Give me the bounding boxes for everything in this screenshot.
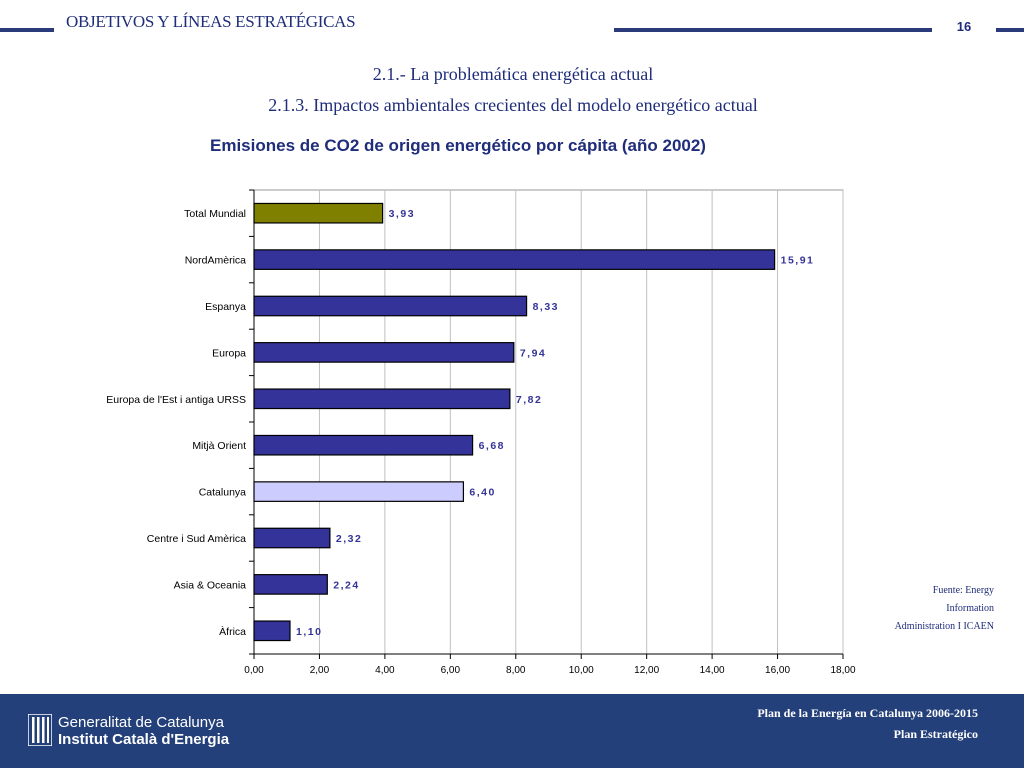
source-line-2: Information [946, 603, 994, 614]
category-label: Àfrica [219, 625, 246, 638]
category-label: Catalunya [199, 487, 246, 499]
data-label: 3,93 [389, 208, 415, 220]
header-rule-left [0, 28, 54, 32]
category-label: Asia & Oceania [174, 579, 247, 591]
source-note: Fuente: Energy Information Administratio… [860, 582, 994, 636]
category-label: Espanya [205, 301, 246, 313]
data-label: 7,94 [520, 347, 546, 359]
category-label: Centre i Sud Amèrica [147, 533, 246, 545]
category-label: Europa de l'Est i antiga URSS [106, 394, 246, 406]
x-tick-label: 14,00 [700, 665, 725, 676]
page-number: 16 [956, 19, 972, 34]
bar [253, 342, 515, 363]
header-rule-right [614, 28, 932, 32]
header-rule-end [996, 28, 1024, 32]
category-label: NordAmèrica [185, 255, 246, 267]
data-label: 6,68 [479, 440, 505, 452]
source-line-3: Administration I ICAEN [894, 621, 994, 632]
footer-bar [0, 694, 1024, 768]
subtitle-section: 2.1.- La problemática energética actual [372, 64, 654, 84]
plan-title: Plan de la Energía en Catalunya 2006-201… [757, 706, 978, 720]
generalitat-logo-icon [28, 714, 52, 746]
x-tick-label: 16,00 [765, 665, 790, 676]
data-label: 15,91 [781, 255, 815, 267]
chart-title: Emisiones de CO2 de origen energético po… [210, 136, 706, 155]
bar [253, 527, 331, 549]
x-tick-label: 12,00 [634, 665, 659, 676]
source-line-1: Fuente: Energy [932, 585, 994, 596]
x-tick-label: 4,00 [375, 665, 395, 676]
bar [253, 202, 384, 224]
bar [253, 620, 291, 642]
bar [253, 481, 465, 502]
category-label: Total Mundial [184, 208, 246, 220]
data-label: 2,24 [333, 579, 359, 591]
category-label: Mitjà Orient [192, 440, 246, 452]
category-label: Europa [212, 347, 246, 359]
data-label: 7,82 [516, 394, 542, 406]
org-name: Generalitat de Catalunya [58, 714, 224, 731]
data-label: 1,10 [296, 626, 322, 638]
bar [253, 574, 328, 595]
x-tick-label: 8,00 [506, 665, 526, 676]
bar [253, 388, 511, 410]
x-tick-label: 2,00 [310, 665, 330, 676]
section-title: OBJETIVOS Y LÍNEAS ESTRATÉGICAS [66, 12, 356, 31]
x-tick-label: 10,00 [569, 665, 594, 676]
bar [253, 249, 776, 270]
x-tick-label: 0,00 [244, 665, 264, 676]
plan-subtitle: Plan Estratégico [893, 727, 978, 741]
data-label: 2,32 [336, 533, 362, 545]
data-label: 8,33 [533, 301, 559, 313]
data-label: 6,40 [469, 487, 495, 499]
bar [253, 434, 474, 456]
bar-chart: 0,00 2,00 4,00 6,00 8,00 10,00 12,00 14,00 16,00… [106, 189, 856, 676]
x-tick-label: 18,00 [830, 665, 855, 676]
institute-name: Institut Català d'Energia [58, 731, 230, 748]
subtitle-subsection: 2.1.3. Impactos ambientales crecientes d… [268, 95, 758, 115]
x-tick-label: 6,00 [441, 665, 461, 676]
bar [253, 295, 528, 317]
